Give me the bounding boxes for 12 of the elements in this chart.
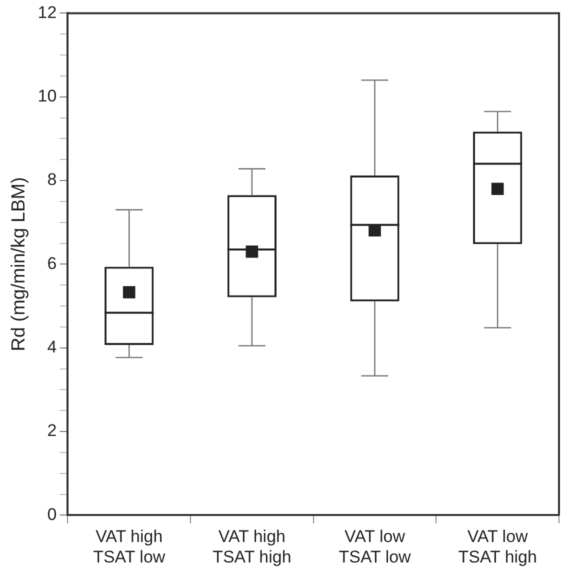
y-tick-label: 8: [47, 170, 57, 190]
x-tick-label: VAT low TSAT low: [338, 527, 412, 566]
y-tick-label: 10: [38, 86, 57, 106]
y-tick-label: 6: [47, 254, 57, 273]
x-tick-label: VAT high TSAT low: [93, 527, 166, 566]
y-tick-label: 4: [47, 338, 57, 357]
x-tick-label: VAT low TSAT high: [458, 527, 537, 566]
y-tick-label: 2: [47, 421, 57, 440]
y-tick-label: 12: [38, 2, 57, 22]
x-tick-label: VAT high TSAT high: [212, 527, 292, 566]
y-tick-label: 0: [47, 504, 57, 524]
y-axis-title: Rd (mg/min/kg LBM): [8, 177, 30, 352]
